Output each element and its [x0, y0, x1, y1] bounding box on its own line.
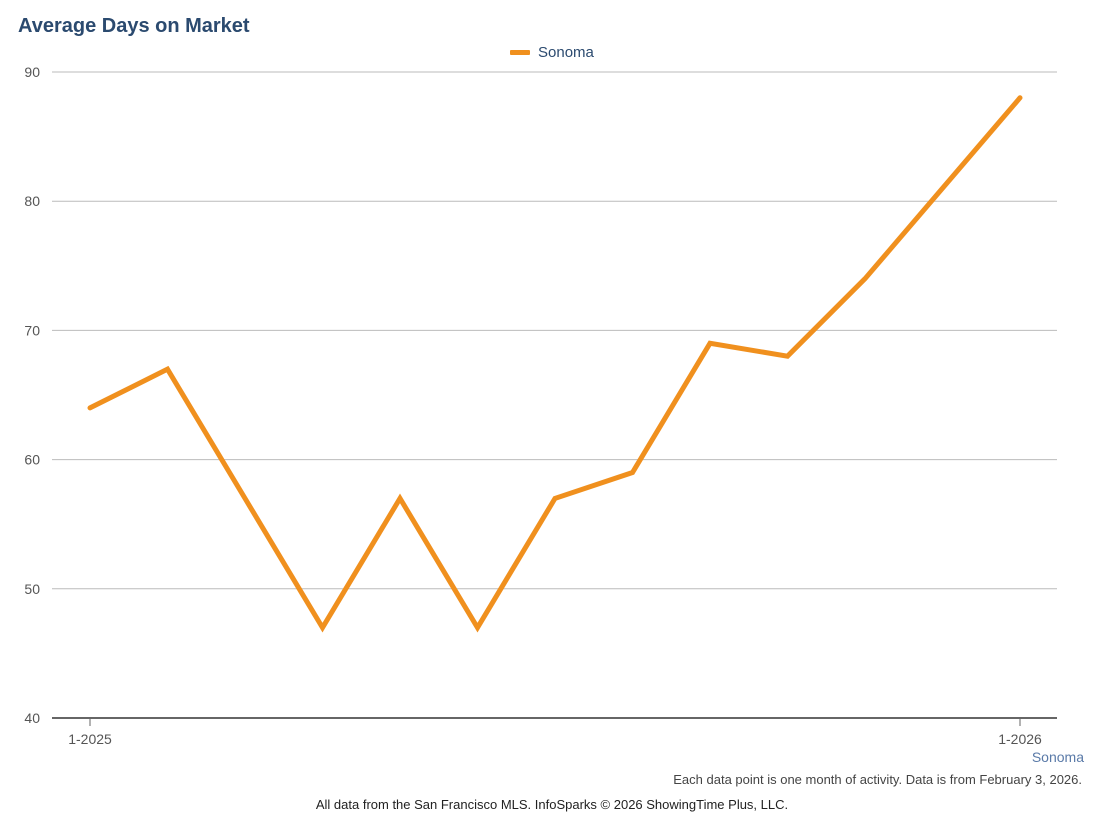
y-tick-label: 80 [24, 193, 40, 209]
data-note: Each data point is one month of activity… [673, 772, 1082, 787]
y-tick-label: 90 [24, 64, 40, 80]
y-tick-label: 70 [24, 322, 40, 338]
chart-title: Average Days on Market [18, 15, 250, 37]
footer-credit: All data from the San Francisco MLS. Inf… [315, 797, 789, 812]
series-line-sonoma [87, 95, 1023, 633]
legend-swatch [510, 50, 530, 55]
legend-label: Sonoma [538, 44, 594, 61]
legend[interactable]: Sonoma [510, 44, 594, 61]
x-tick-label: 1-2025 [68, 731, 112, 747]
y-tick-label: 50 [24, 581, 40, 597]
x-tick-label: 1-2026 [998, 731, 1042, 747]
y-tick-label: 60 [24, 452, 40, 468]
y-tick-label: 40 [24, 710, 40, 726]
region-label: Sonoma [1031, 749, 1084, 765]
